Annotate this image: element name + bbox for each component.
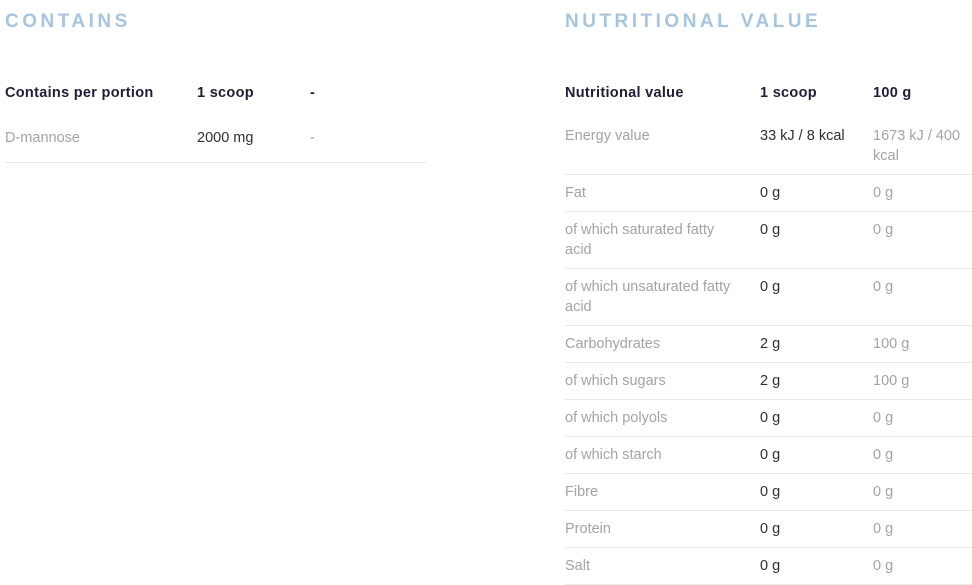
- nutrition-header-scoop: 1 scoop: [760, 85, 817, 101]
- row-value-scoop: 0 g: [760, 410, 781, 426]
- row-label: of which saturated fatty acid: [565, 222, 715, 258]
- row-label: of which starch: [565, 447, 662, 463]
- table-row: of which saturated fatty acid 0 g 0 g: [565, 212, 972, 269]
- row-label: D-mannose: [5, 130, 80, 146]
- nutritional-value-section: NUTRITIONAL VALUE Nutritional value 1 sc…: [565, 0, 972, 585]
- table-row: of which polyols 0 g 0 g: [565, 400, 972, 437]
- row-label: Protein: [565, 521, 611, 537]
- nutrition-header-label: Nutritional value: [565, 85, 684, 101]
- contains-header-alt: -: [310, 85, 316, 101]
- row-value-100g: 1673 kJ / 400 kcal: [873, 128, 961, 164]
- row-value-scoop: 2 g: [760, 373, 781, 389]
- row-value-100g: 0 g: [873, 185, 894, 201]
- row-label: of which sugars: [565, 373, 666, 389]
- row-value-scoop: 33 kJ / 8 kcal: [760, 128, 845, 144]
- row-value-100g: 0 g: [873, 558, 894, 574]
- contains-header-label: Contains per portion: [5, 85, 154, 101]
- row-value-100g: 0 g: [873, 447, 894, 463]
- table-row: of which starch 0 g 0 g: [565, 437, 972, 474]
- nutritional-value-section-title: NUTRITIONAL VALUE: [565, 11, 822, 32]
- row-label: of which unsaturated fatty acid: [565, 279, 731, 315]
- row-label: Energy value: [565, 128, 650, 144]
- row-value-alt: -: [310, 130, 315, 146]
- table-row: Energy value 33 kJ / 8 kcal 1673 kJ / 40…: [565, 118, 972, 175]
- row-value-100g: 100 g: [873, 373, 910, 389]
- contains-header-scoop: 1 scoop: [197, 85, 254, 101]
- contains-table-header-row: Contains per portion 1 scoop -: [5, 77, 426, 118]
- row-label: Salt: [565, 558, 590, 574]
- row-value-100g: 0 g: [873, 222, 894, 238]
- nutrition-header-100g: 100 g: [873, 85, 912, 101]
- table-row: of which sugars 2 g 100 g: [565, 363, 972, 400]
- table-row: Fibre 0 g 0 g: [565, 474, 972, 511]
- row-value-scoop: 0 g: [760, 484, 781, 500]
- row-value-scoop: 0 g: [760, 521, 781, 537]
- row-label: Carbohydrates: [565, 336, 661, 352]
- row-value-scoop: 0 g: [760, 222, 781, 238]
- table-row: D-mannose 2000 mg -: [5, 118, 426, 163]
- table-row: of which unsaturated fatty acid 0 g 0 g: [565, 269, 972, 326]
- contains-section: CONTAINS Contains per portion 1 scoop - …: [5, 0, 426, 163]
- nutritional-value-table: Nutritional value 1 scoop 100 g Energy v…: [565, 77, 972, 585]
- row-label: Fat: [565, 185, 586, 201]
- row-value-scoop: 0 g: [760, 558, 781, 574]
- row-value-100g: 0 g: [873, 484, 894, 500]
- row-value-scoop: 0 g: [760, 447, 781, 463]
- row-value-scoop: 2000 mg: [197, 130, 254, 146]
- contains-table: Contains per portion 1 scoop - D-mannose…: [5, 77, 426, 163]
- row-value-100g: 0 g: [873, 521, 894, 537]
- nutrition-table-header-row: Nutritional value 1 scoop 100 g: [565, 77, 972, 118]
- row-label: Fibre: [565, 484, 599, 500]
- table-row: Fat 0 g 0 g: [565, 175, 972, 212]
- row-value-scoop: 2 g: [760, 336, 781, 352]
- row-value-100g: 0 g: [873, 279, 894, 295]
- row-value-100g: 100 g: [873, 336, 910, 352]
- row-value-scoop: 0 g: [760, 279, 781, 295]
- row-value-scoop: 0 g: [760, 185, 781, 201]
- row-label: of which polyols: [565, 410, 668, 426]
- row-value-100g: 0 g: [873, 410, 894, 426]
- table-row: Carbohydrates 2 g 100 g: [565, 326, 972, 363]
- table-row: Salt 0 g 0 g: [565, 548, 972, 585]
- contains-section-title: CONTAINS: [5, 11, 131, 32]
- table-row: Protein 0 g 0 g: [565, 511, 972, 548]
